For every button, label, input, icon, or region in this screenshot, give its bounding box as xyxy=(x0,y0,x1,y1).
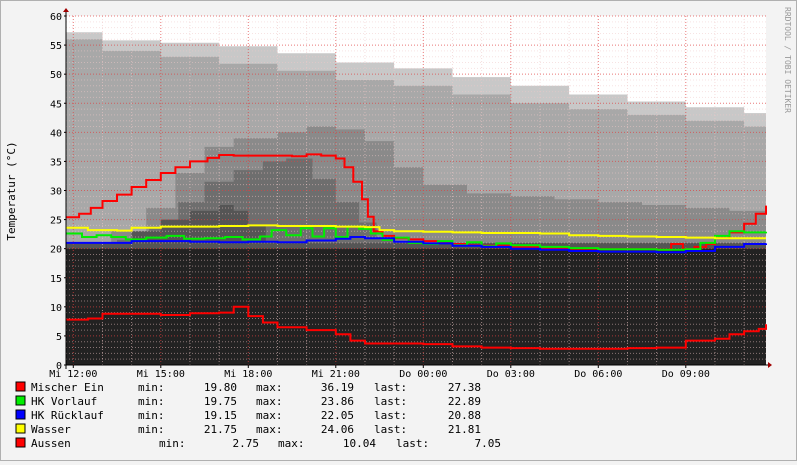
series-line-hk-r-cklauf xyxy=(66,236,767,254)
series-line-mischer-ein xyxy=(66,153,767,251)
x-tick-label: Do 03:00 xyxy=(487,369,535,380)
series-line-hk-vorlauf xyxy=(66,225,767,251)
legend-last-label: last: xyxy=(374,409,407,422)
legend-last-value: 20.88 xyxy=(448,409,481,422)
legend-last-label: last: xyxy=(396,437,429,450)
legend-swatch xyxy=(15,437,26,448)
legend-name: HK Vorlauf xyxy=(31,395,97,408)
legend-swatch xyxy=(15,409,26,420)
legend-max-label: max: xyxy=(256,395,283,408)
legend-min-label: min: xyxy=(138,409,165,422)
legend-last-value: 21.81 xyxy=(448,423,481,436)
legend-min-label: min: xyxy=(138,395,165,408)
legend-entry: HK Rücklauf min: 19.15 max: 22.05 last: 20.88 xyxy=(15,409,481,422)
y-tick-label: 15 xyxy=(50,274,62,285)
legend-name: HK Rücklauf xyxy=(31,409,104,422)
legend-swatch xyxy=(15,381,26,392)
legend-max-value: 23.86 xyxy=(321,395,354,408)
legend-max-value: 24.06 xyxy=(321,423,354,436)
x-tick-label: Mi 12:00 xyxy=(49,369,97,380)
y-tick-label: 55 xyxy=(50,41,62,52)
legend-min-value: 21.75 xyxy=(204,423,237,436)
x-tick-label: Do 06:00 xyxy=(574,369,622,380)
legend-max-value: 22.05 xyxy=(321,409,354,422)
legend: Mischer Ein min: 19.80 max: 36.19 last: 27.38H… xyxy=(15,381,502,450)
y-tick-label: 0 xyxy=(56,361,62,372)
legend-entry: Aussen min: 2.75 max: 10.04 last: 7.05 xyxy=(15,437,502,450)
base-fill-area xyxy=(66,248,766,365)
x-tick-label: Mi 15:00 xyxy=(137,369,185,380)
legend-last-label: last: xyxy=(374,395,407,408)
legend-max-label: max: xyxy=(256,409,283,422)
legend-swatch xyxy=(15,395,26,406)
legend-last-label: last: xyxy=(374,423,407,436)
legend-max-value: 10.04 xyxy=(343,437,376,450)
y-tick-label: 35 xyxy=(50,157,62,168)
legend-name: Wasser xyxy=(31,423,71,436)
y-axis-arrow xyxy=(63,8,69,12)
legend-name: Mischer Ein xyxy=(31,381,104,394)
legend-entry: HK Vorlauf min: 19.75 max: 23.86 last: 22.89 xyxy=(15,395,481,408)
series-line-wasser xyxy=(66,224,766,240)
legend-max-label: max: xyxy=(256,381,283,394)
x-tick-label: Mi 21:00 xyxy=(312,369,360,380)
y-tick-label: 25 xyxy=(50,216,62,227)
legend-last-value: 7.05 xyxy=(475,437,502,450)
y-tick-label: 10 xyxy=(50,303,62,314)
y-tick-label: 60 xyxy=(50,12,62,23)
plot-area: 0 5 10 15 20 25 30 35 40 45 50 55 60 Mi 12:00 Mi 15:00… xyxy=(49,8,772,380)
grid xyxy=(66,15,766,365)
y-tick-label: 30 xyxy=(50,187,62,198)
legend-last-value: 27.38 xyxy=(448,381,481,394)
legend-min-label: min: xyxy=(138,423,165,436)
legend-min-label: min: xyxy=(138,381,165,394)
legend-min-value: 19.15 xyxy=(204,409,237,422)
rrdtool-watermark: RRDTOOL / TOBI OETIKER xyxy=(783,7,792,113)
legend-name: Aussen xyxy=(31,437,71,450)
y-tick-label: 50 xyxy=(50,70,62,81)
legend-last-label: last: xyxy=(374,381,407,394)
x-tick-label: Do 09:00 xyxy=(662,369,710,380)
legend-entry: Mischer Ein min: 19.80 max: 36.19 last: 27.38 xyxy=(15,381,481,394)
legend-last-value: 22.89 xyxy=(448,395,481,408)
legend-min-value: 19.80 xyxy=(204,381,237,394)
legend-max-label: max: xyxy=(278,437,305,450)
series-line-aussen xyxy=(66,305,767,350)
legend-max-value: 36.19 xyxy=(321,381,354,394)
y-axis-label: Temperatur (°C) xyxy=(5,141,18,240)
y-tick-label: 5 xyxy=(56,332,62,343)
y-tick-label: 20 xyxy=(50,245,62,256)
x-tick-label: Mi 18:00 xyxy=(224,369,272,380)
y-tick-label: 40 xyxy=(50,128,62,139)
legend-min-label: min: xyxy=(159,437,186,450)
x-tick-label: Do 00:00 xyxy=(399,369,447,380)
legend-entry: Wasser min: 21.75 max: 24.06 last: 21.81 xyxy=(15,423,481,436)
y-tick-label: 45 xyxy=(50,99,62,110)
legend-min-value: 19.75 xyxy=(204,395,237,408)
x-axis-arrow xyxy=(768,362,772,368)
legend-max-label: max: xyxy=(256,423,283,436)
legend-min-value: 2.75 xyxy=(233,437,260,450)
legend-swatch xyxy=(15,423,26,434)
